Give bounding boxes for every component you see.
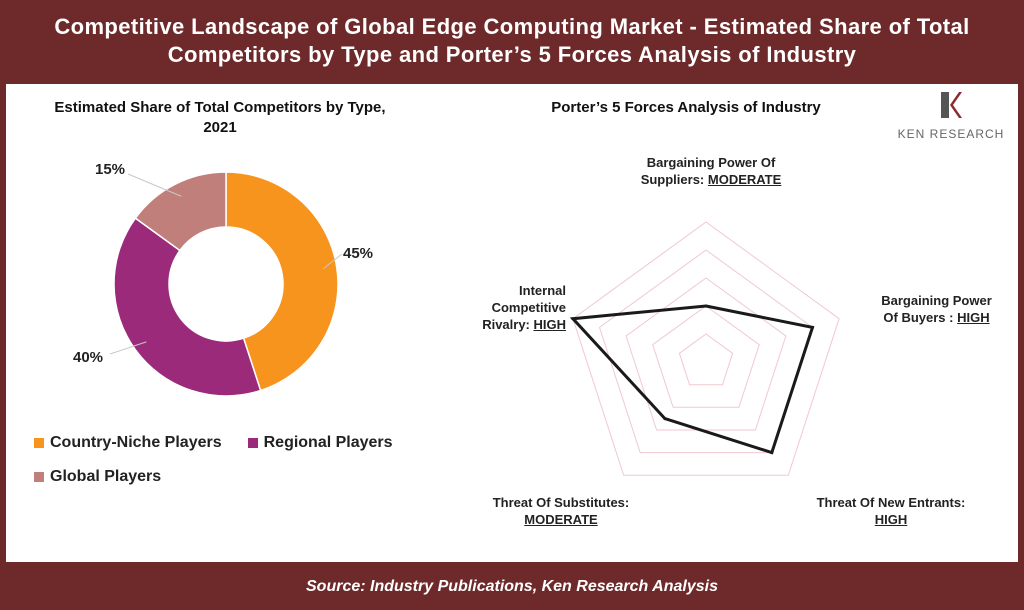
- donut-slice-3: [134, 171, 227, 252]
- radar-data-series: [569, 304, 815, 455]
- radar-chart-title: Porter’s 5 Forces Analysis of Industry: [551, 99, 821, 116]
- legend-item-1: Country-Niche Players: [34, 434, 222, 452]
- logo-text: KEN RESEARCH: [897, 127, 1005, 141]
- radar-axis-label-3: Threat Of New Entrants: HIGH: [801, 494, 981, 528]
- radar-axis-label-5: Internal Competitive Rivalry: HIGH: [454, 282, 566, 333]
- donut-leader-2: [109, 341, 147, 355]
- donut-data-label-3: 15%: [95, 161, 125, 178]
- radar-point-1: [704, 304, 708, 308]
- radar-axis-name-4: Threat Of Substitutes:: [492, 495, 630, 510]
- radar-axis-name-2: Bargaining Power Of Buyers :: [881, 293, 992, 325]
- radar-axis-level-4: MODERATE: [524, 512, 598, 527]
- donut-slice-1: [225, 171, 339, 392]
- legend-label-3: Global Players: [50, 468, 162, 485]
- radar-point-4: [663, 417, 667, 421]
- legend-label-2: Regional Players: [263, 434, 393, 451]
- radar-axis-label-2: Bargaining Power Of Buyers : HIGH: [874, 292, 999, 326]
- radar-axis-name-3: Threat Of New Entrants:: [816, 495, 966, 510]
- radar-point-5: [571, 317, 575, 321]
- radar-grid-ring-5: [572, 221, 840, 476]
- legend-swatch-3: [34, 472, 44, 482]
- radar-axis-name-1: Bargaining Power Of Suppliers:: [640, 155, 776, 187]
- logo-k-icon: [941, 92, 962, 118]
- donut-leader-1: [322, 253, 343, 269]
- radar-axis-name-5: Internal Competitive Rivalry:: [482, 283, 566, 332]
- header-bar: Competitive Landscape of Global Edge Com…: [0, 0, 1024, 82]
- radar-axis-label-4: Threat Of Substitutes: MODERATE: [476, 494, 646, 528]
- legend-item-2: Regional Players: [247, 434, 393, 452]
- footer-bar: Source: Industry Publications, Ken Resea…: [0, 564, 1024, 610]
- radar-axis-level-3: HIGH: [874, 512, 908, 527]
- radar-point-2: [811, 325, 815, 329]
- legend-swatch-2: [247, 438, 258, 448]
- legend-item-3: Global Players: [34, 468, 161, 486]
- radar-grid-ring-3: [625, 277, 787, 431]
- donut-data-label-2: 40%: [73, 349, 103, 366]
- legend-label-1: Country-Niche Players: [50, 434, 222, 451]
- radar-point-3: [770, 451, 774, 455]
- donut-data-label-1: 45%: [343, 245, 373, 262]
- donut-chart-title: Estimated Share of Total Competitors by …: [54, 99, 386, 136]
- source-note: Source: Industry Publications, Ken Resea…: [306, 578, 718, 595]
- radar-axis-level-2: HIGH: [957, 310, 990, 325]
- content-panel: Estimated Share of Total Competitors by …: [6, 84, 1018, 562]
- donut-slice-2: [113, 217, 262, 397]
- legend-swatch-1: [34, 438, 44, 448]
- radar-grid-ring-1: [678, 333, 734, 386]
- donut-legend: Country-Niche Players Regional Players Glo…: [34, 434, 454, 486]
- radar-axis-label-1: Bargaining Power Of Suppliers: MODERATE: [631, 154, 791, 188]
- radar-grid-ring-2: [652, 305, 760, 408]
- donut-leader-3: [127, 173, 182, 197]
- page-title: Competitive Landscape of Global Edge Com…: [54, 14, 970, 67]
- radar-axis-level-5: HIGH: [533, 317, 567, 332]
- ken-research-logo: KEN RESEARCH: [886, 90, 1016, 141]
- radar-axis-level-1: MODERATE: [707, 172, 782, 187]
- charts-canvas: 45% 40% 15%: [73, 161, 840, 476]
